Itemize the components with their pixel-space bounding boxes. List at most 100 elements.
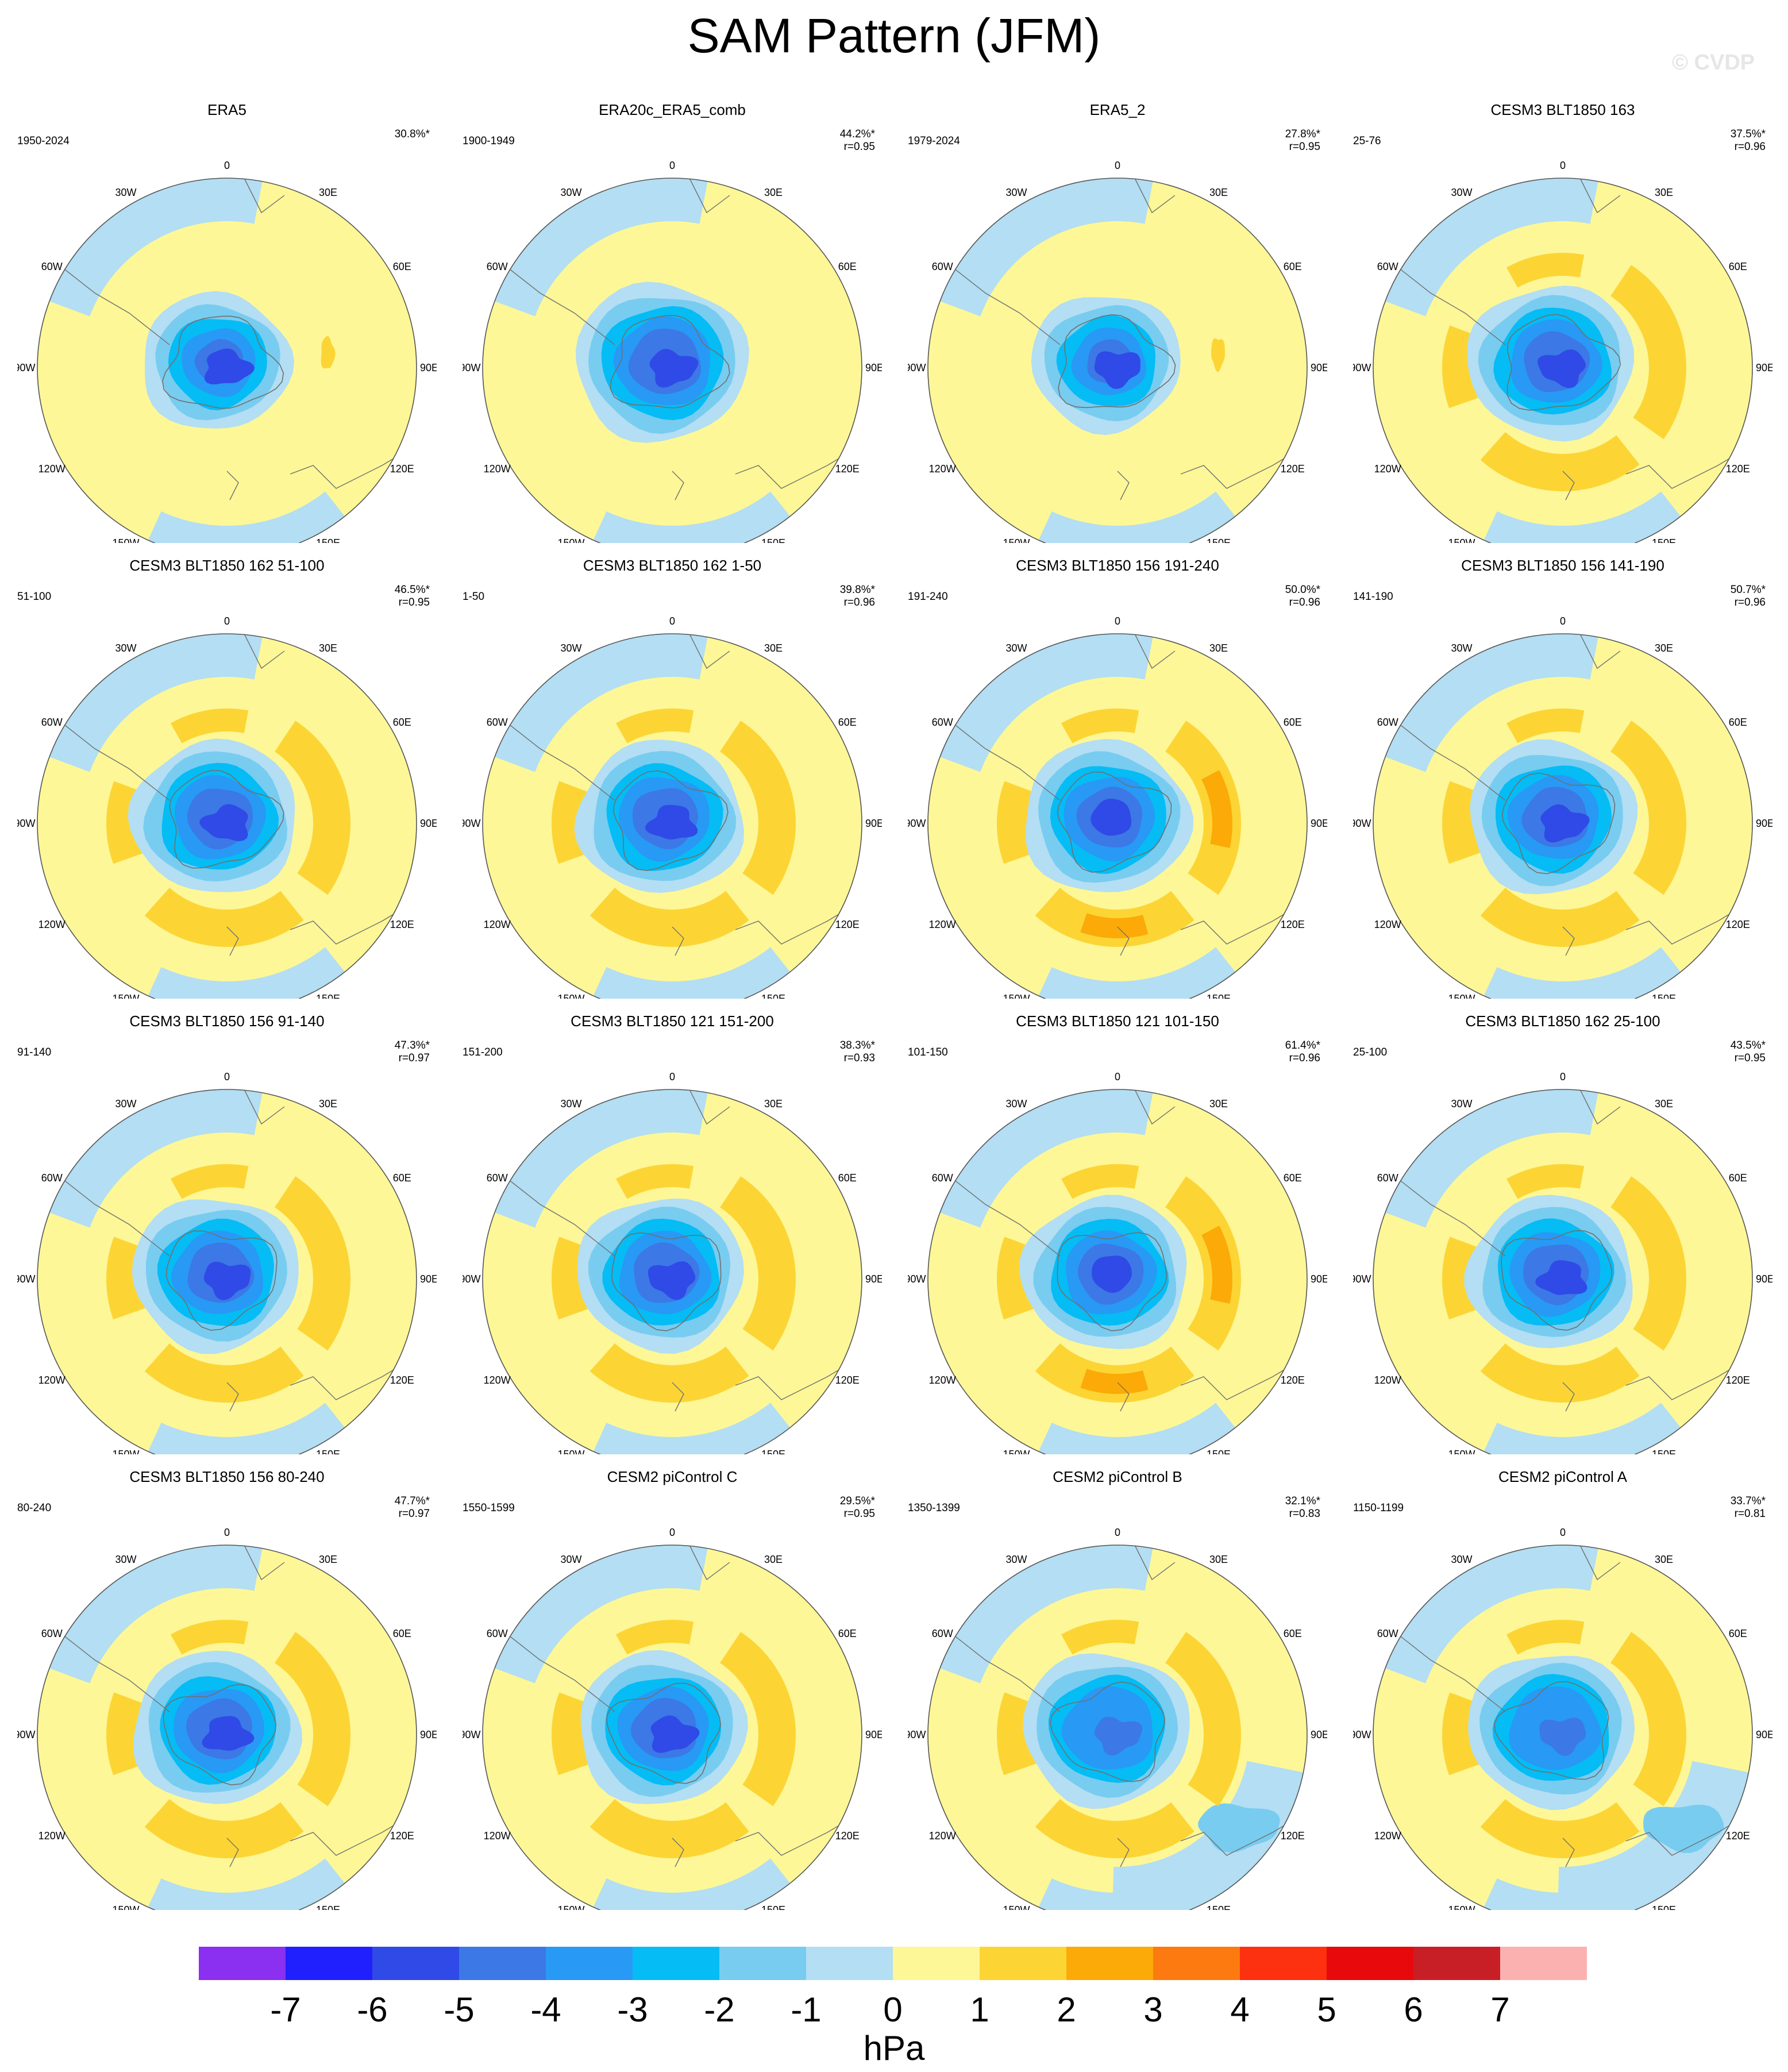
stat-box: 43.5%* r=0.95	[1731, 1039, 1766, 1065]
longitude-label: 0	[1115, 1527, 1120, 1538]
longitude-label: 60E	[1729, 1628, 1747, 1639]
longitude-label: 30W	[1005, 187, 1027, 198]
colorbar-tick-label: 5	[1317, 1990, 1336, 2029]
longitude-label: 30E	[1209, 1554, 1228, 1565]
map-panel: 030E60E90E120E150E180150W120W90W60W30WCE…	[1353, 556, 1772, 999]
longitude-label: 120W	[929, 1830, 956, 1842]
longitude-label: 30E	[319, 1554, 337, 1565]
period-label: 1350-1399	[908, 1502, 960, 1514]
longitude-label: 150E	[1652, 537, 1676, 543]
period-label: 1-50	[463, 591, 485, 603]
longitude-label: 120E	[1726, 463, 1750, 475]
longitude-label: 60W	[932, 1628, 953, 1639]
longitude-label: 90E	[1311, 818, 1327, 829]
longitude-label: 150W	[1448, 993, 1475, 999]
longitude-label: 120W	[484, 463, 511, 475]
longitude-label: 90W	[17, 362, 36, 373]
longitude-label: 0	[224, 1071, 230, 1083]
longitude-label: 150W	[557, 1449, 584, 1454]
longitude-label: 60E	[838, 261, 857, 272]
longitude-label: 150W	[112, 537, 139, 543]
colorbar-box	[806, 1947, 893, 1980]
longitude-label: 120E	[835, 1830, 860, 1842]
colorbar-tick-label: 6	[1404, 1990, 1423, 2029]
longitude-label: 30W	[1451, 187, 1472, 198]
longitude-label: 0	[1115, 1071, 1120, 1083]
map-panel: 030E60E90E120E150E180150W120W90W60W30WER…	[908, 101, 1327, 543]
longitude-label: 150E	[1652, 1904, 1676, 1910]
longitude-label: 90E	[865, 818, 882, 829]
longitude-label: 0	[224, 1527, 230, 1538]
colorbar-tick-label: 7	[1490, 1990, 1509, 2029]
period-label: 141-190	[1353, 591, 1393, 603]
panel-title: CESM3 BLT1850 156 80-240	[129, 1468, 325, 1485]
longitude-label: 60E	[393, 1628, 411, 1639]
longitude-label: 90W	[463, 1729, 481, 1740]
pattern-correlation: r=0.95	[1734, 1052, 1766, 1064]
pattern-correlation: r=0.97	[398, 1508, 430, 1520]
longitude-label: 120E	[1726, 919, 1750, 930]
polar-map: 030E60E90E120E150E180150W120W90W60W30W	[463, 615, 882, 999]
variance-explained: 27.8%*	[1285, 128, 1320, 140]
polar-map: 030E60E90E120E150E180150W120W90W60W30W	[17, 1071, 437, 1454]
longitude-label: 0	[669, 615, 675, 627]
stat-box: 38.3%* r=0.93	[840, 1039, 875, 1065]
longitude-label: 60E	[1284, 1628, 1302, 1639]
polar-map: 030E60E90E120E150E180150W120W90W60W30W	[17, 1527, 437, 1910]
pattern-correlation: r=0.96	[1289, 1052, 1320, 1064]
variance-explained: 38.3%*	[839, 1039, 875, 1052]
longitude-label: 60W	[1377, 717, 1398, 728]
map-panel: 030E60E90E120E150E180150W120W90W60W30WCE…	[463, 1012, 882, 1454]
longitude-label: 90E	[1756, 1273, 1772, 1285]
longitude-label: 30E	[319, 187, 337, 198]
stat-box: 33.7%* r=0.81	[1731, 1495, 1766, 1520]
map-panel: 030E60E90E120E150E180150W120W90W60W30WCE…	[908, 1468, 1327, 1910]
longitude-label: 30W	[1005, 1554, 1027, 1565]
pattern-correlation: r=0.96	[1734, 141, 1766, 153]
longitude-label: 90W	[1353, 1729, 1371, 1740]
pattern-correlation: r=0.96	[843, 596, 875, 608]
longitude-label: 150W	[1003, 537, 1030, 543]
longitude-label: 150E	[316, 1904, 340, 1910]
map-panel: 030E60E90E120E150E180150W120W90W60W30WCE…	[17, 556, 437, 999]
variance-explained: 47.3%*	[394, 1039, 430, 1052]
page-title: SAM Pattern (JFM)	[687, 9, 1101, 63]
longitude-label: 90E	[1756, 1729, 1772, 1740]
longitude-label: 150W	[1003, 993, 1030, 999]
stat-box: 32.1%* r=0.83	[1285, 1495, 1320, 1520]
longitude-label: 90E	[865, 1273, 882, 1285]
colorbar-tick-label: -3	[617, 1990, 648, 2029]
longitude-label: 120E	[390, 463, 414, 475]
longitude-label: 60W	[487, 261, 508, 272]
longitude-label: 90W	[463, 818, 481, 829]
polar-map: 030E60E90E120E150E180150W120W90W60W30W	[1353, 160, 1772, 543]
panel-title: CESM2 piControl B	[1053, 1468, 1182, 1485]
pattern-correlation: r=0.96	[1734, 596, 1766, 608]
map-panel: 030E60E90E120E150E180150W120W90W60W30WCE…	[17, 1012, 437, 1454]
longitude-label: 120E	[835, 463, 860, 475]
longitude-label: 150E	[316, 993, 340, 999]
longitude-label: 60W	[1377, 1172, 1398, 1184]
longitude-label: 120E	[1281, 919, 1305, 930]
watermark: © CVDP	[1672, 51, 1755, 75]
variance-explained: 50.7%*	[1730, 584, 1766, 596]
stat-box: 27.8%* r=0.95	[1285, 128, 1320, 153]
longitude-label: 90W	[17, 818, 36, 829]
stat-box: 47.7%* r=0.97	[395, 1495, 430, 1520]
colorbar-box	[893, 1947, 980, 1980]
longitude-label: 90W	[908, 1273, 926, 1285]
longitude-label: 0	[224, 615, 230, 627]
longitude-label: 90W	[908, 1729, 926, 1740]
longitude-label: 120W	[1374, 919, 1401, 930]
longitude-label: 30W	[1451, 1098, 1472, 1110]
longitude-label: 150W	[1003, 1449, 1030, 1454]
panel-title: CESM3 BLT1850 162 1-50	[583, 557, 762, 574]
panel-title: CESM3 BLT1850 162 51-100	[129, 557, 325, 574]
longitude-label: 30W	[560, 187, 581, 198]
longitude-label: 30W	[1005, 1098, 1027, 1110]
longitude-label: 60E	[1284, 1172, 1302, 1184]
period-label: 191-240	[908, 591, 948, 603]
longitude-label: 30W	[115, 642, 136, 654]
panel-title: ERA5_2	[1089, 101, 1146, 118]
map-panel: 030E60E90E120E150E180150W120W90W60W30WER…	[463, 101, 882, 543]
